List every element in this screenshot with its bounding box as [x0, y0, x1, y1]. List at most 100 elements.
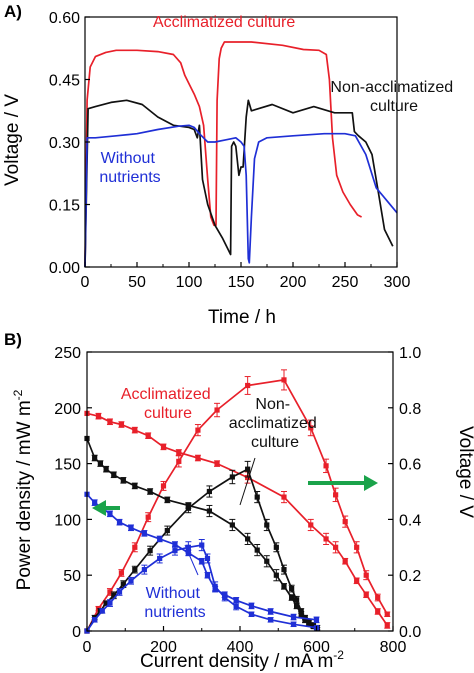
x-tick-label-b: 800: [380, 639, 407, 656]
y-left-tick-label-b: 0: [72, 624, 81, 641]
panel-b-left-axis-label: Power density / mW m-2: [11, 389, 35, 590]
data-point-b-1: [384, 622, 390, 629]
data-point-b-3: [132, 483, 138, 489]
panel-b-left-axis-label-sup: -2: [11, 389, 25, 400]
panel-b-x-axis-label-text: Current density / mA m: [140, 651, 333, 672]
y-tick-label-a: 0.30: [49, 135, 80, 152]
panel-b-right-axis-label: Voltage / V: [455, 426, 474, 518]
data-point-b-3: [111, 472, 117, 478]
data-point-b-5: [157, 536, 163, 542]
data-point-b-3: [164, 497, 170, 503]
data-point-b-3: [97, 461, 103, 467]
data-point-b-4: [157, 555, 163, 562]
data-point-b-4: [248, 611, 255, 617]
panel-b-x-axis-label: Current density / mA m-2: [140, 648, 344, 672]
data-point-b-1: [160, 444, 167, 450]
data-point-b-0: [281, 377, 287, 383]
data-point-b-1: [342, 558, 348, 564]
x-tick-label-b: 200: [150, 639, 177, 656]
data-point-b-0: [160, 483, 167, 489]
data-point-b-4: [204, 555, 211, 562]
data-point-b-0: [107, 589, 113, 595]
data-point-b-3: [306, 620, 312, 626]
x-tick-label-b: 600: [303, 639, 330, 656]
data-point-b-1: [95, 413, 102, 419]
data-point-b-1: [354, 578, 360, 584]
data-point-b-2: [132, 567, 138, 573]
data-point-b-3: [302, 617, 308, 623]
data-point-b-1: [145, 433, 151, 439]
data-point-b-2: [245, 466, 251, 472]
data-point-b-3: [273, 572, 279, 578]
x-tick-label-a: 150: [228, 274, 255, 291]
data-point-b-4: [99, 608, 105, 614]
data-point-b-5: [313, 617, 320, 623]
annotation-acclimatized-b: Acclimatized culture: [121, 386, 215, 422]
panel-a-y-axis-label: Voltage / V: [2, 94, 23, 186]
data-point-b-1: [107, 419, 113, 425]
data-point-b-2: [281, 567, 287, 573]
y-tick-label-a: 0.45: [49, 73, 80, 90]
annotation-non-acclimatized-a-line2: culture: [370, 98, 418, 115]
x-tick-label-a: 100: [176, 274, 203, 291]
data-point-b-2: [164, 527, 170, 534]
y-left-tick-label-b: 100: [54, 512, 81, 529]
annotation-without-nutrients-a-line2: nutrients: [99, 169, 160, 186]
annotation-without-nutrients-b-line1: Without: [146, 585, 201, 602]
data-point-b-2: [229, 474, 235, 480]
y-left-tick-label-b: 200: [54, 401, 81, 418]
data-point-b-3: [206, 508, 212, 514]
y-tick-label-a: 0.60: [49, 10, 80, 27]
data-point-b-1: [281, 494, 287, 500]
y-right-tick-label-b: 1.0: [399, 345, 421, 362]
data-point-b-5: [222, 592, 228, 598]
data-point-b-5: [107, 511, 113, 517]
data-point-b-2: [120, 581, 126, 587]
data-point-b-4: [233, 603, 239, 610]
data-point-b-0: [375, 594, 381, 601]
data-point-b-1: [118, 421, 125, 428]
y-right-tick-label-b: 0.8: [399, 401, 421, 418]
annotation-non-acclimatized-a-line1: Non-acclimatized: [330, 79, 453, 96]
data-point-b-0: [145, 514, 151, 520]
right-axis-arrow-head: [364, 475, 378, 491]
data-point-b-0: [333, 492, 339, 498]
y-tick-label-a: 0.15: [49, 198, 80, 215]
y-right-tick-label-b: 0.4: [399, 512, 421, 529]
data-point-b-4: [172, 548, 178, 554]
x-tick-label-a: 300: [384, 274, 411, 291]
data-point-b-5: [268, 608, 274, 615]
annotation-non-acclimatized-b-line1: Non-: [255, 396, 290, 413]
series-line-a-2: [84, 124, 398, 268]
y-right-tick-label-b: 0.6: [399, 457, 421, 474]
panel-a-x-axis-label: Time / h: [208, 307, 276, 328]
panel-a-label: A): [4, 2, 22, 21]
data-point-b-1: [308, 522, 314, 528]
annotation-acclimatized-b-line2: culture: [144, 405, 192, 422]
series-line-a-1: [84, 99, 394, 268]
data-point-b-2: [298, 608, 304, 614]
data-point-b-3: [310, 622, 317, 629]
annotation-non-acclimatized-b: Non- acclimatized culture: [229, 396, 321, 451]
data-point-b-4: [268, 617, 274, 623]
data-point-b-3: [147, 488, 153, 495]
data-point-b-1: [214, 461, 220, 467]
annotation-without-nutrients-b: Without nutrients: [144, 585, 205, 621]
data-point-b-2: [254, 494, 260, 500]
left-axis-arrow-head: [92, 500, 106, 516]
y-right-tick-label-b: 0.0: [399, 624, 421, 641]
data-point-b-0: [195, 427, 201, 433]
data-point-b-5: [141, 530, 147, 536]
data-point-b-4: [116, 589, 123, 595]
data-point-b-5: [116, 519, 123, 525]
data-point-b-3: [289, 594, 295, 601]
x-tick-label-a: 200: [280, 274, 307, 291]
data-point-b-0: [342, 519, 348, 525]
y-left-tick-label-b: 250: [54, 345, 81, 362]
data-point-b-1: [195, 455, 201, 461]
data-point-b-2: [206, 488, 212, 495]
data-point-b-3: [298, 611, 304, 617]
data-point-b-5: [172, 541, 178, 548]
data-point-b-4: [199, 542, 205, 548]
